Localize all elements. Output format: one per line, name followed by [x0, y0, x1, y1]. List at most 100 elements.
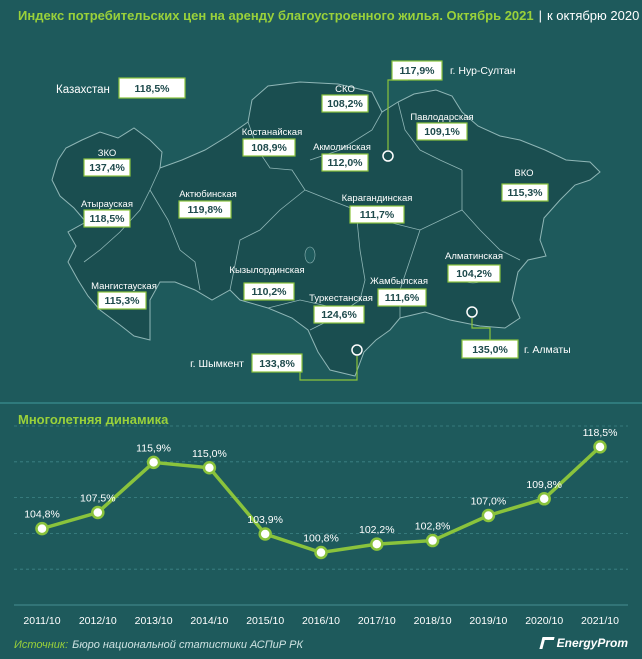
- region-box-kyzylorda: [243, 282, 295, 301]
- city-value-nursultan: 117,9%: [399, 65, 435, 77]
- region-label-sko: СКО: [335, 84, 355, 95]
- region-label-zhambyl: Жамбылская: [370, 276, 428, 287]
- chart-points: [35, 440, 607, 560]
- country-label: Казахстан: [56, 84, 110, 96]
- city-box-nursultan: [391, 60, 443, 81]
- region-value-mangistau: 115,3%: [104, 295, 140, 307]
- x-tick-label: 2019/10: [469, 615, 507, 627]
- shymkent-marker: [351, 344, 363, 356]
- x-tick-label: 2011/10: [23, 615, 60, 627]
- energyprom-logo: EnergyProm: [539, 636, 628, 650]
- region-value-zhambyl: 111,6%: [385, 292, 420, 304]
- x-tick-label: 2013/10: [135, 615, 173, 627]
- city-label-nursultan: г. Нур-Султан: [450, 65, 516, 77]
- region-box-vko: [501, 183, 549, 202]
- region-label-turkestan: Туркестанская: [309, 293, 373, 304]
- data-point: [146, 455, 161, 470]
- region-box-aktobe: [178, 200, 232, 219]
- chart-data-labels: 104,8% 107,5% 115,9% 115,0% 103,9% 100,8% 102,…: [24, 427, 617, 545]
- footer: Источник: Бюро национальной статистики А…: [0, 631, 642, 659]
- data-label: 118,5%: [583, 427, 618, 439]
- region-value-zko: 137,4%: [89, 162, 125, 174]
- region-value-vko: 115,3%: [507, 187, 543, 199]
- data-label: 115,0%: [192, 448, 227, 460]
- data-label: 103,9%: [247, 514, 283, 526]
- almaty-marker: [466, 306, 478, 318]
- region-box-akmola: [321, 153, 369, 172]
- data-label: 104,8%: [24, 509, 60, 521]
- region-box-mangistau: [97, 291, 147, 310]
- region-value-akmola: 112,0%: [327, 157, 363, 169]
- region-box-almaty-obl: [447, 264, 501, 283]
- data-label: 107,0%: [471, 496, 507, 508]
- aral-sea: [304, 246, 316, 264]
- region-label-kostanay: Костанайская: [242, 127, 302, 138]
- country-value: 118,5%: [134, 83, 170, 95]
- city-value-almaty: 135,0%: [472, 344, 508, 356]
- chart-title: Индекс потребительских цен на аренду бла…: [18, 7, 534, 23]
- data-label: 107,5%: [80, 493, 116, 505]
- city-label-shymkent: г. Шымкент: [190, 358, 244, 370]
- region-box-sko: [321, 94, 369, 113]
- city-value-shymkent: 133,8%: [259, 358, 295, 370]
- region-box-zko: [83, 158, 131, 177]
- logo-text: EnergyProm: [556, 636, 628, 650]
- kazakhstan-map: Казахстан 118,5% ЗКО 137,4% Атырауская 1…: [0, 30, 642, 398]
- region-box-zhambyl: [377, 288, 427, 307]
- x-tick-label: 2018/10: [414, 615, 452, 627]
- region-label-akmola: Акмолинская: [313, 142, 371, 153]
- region-value-kostanay: 108,9%: [251, 142, 287, 154]
- region-label-pavlodar: Павлодарская: [410, 112, 473, 123]
- source-label: Источник:: [14, 639, 69, 651]
- section-divider: [0, 402, 642, 404]
- x-tick-label: 2012/10: [79, 615, 117, 627]
- region-box-atyrau: [83, 209, 131, 228]
- region-value-sko: 108,2%: [327, 98, 363, 110]
- data-label: 102,2%: [359, 524, 395, 536]
- chart-grid: [14, 425, 628, 606]
- country-shape: [51, 81, 601, 377]
- region-value-aktobe: 119,8%: [187, 204, 223, 216]
- x-tick-label: 2020/10: [525, 615, 563, 627]
- nursultan-marker: [382, 150, 394, 162]
- data-point: [35, 521, 49, 536]
- region-label-almaty-obl: Алматинская: [445, 251, 503, 262]
- data-point: [425, 533, 440, 548]
- region-value-almaty-obl: 104,2%: [456, 268, 492, 280]
- source-text: Бюро национальной статистики АСПиР РК: [72, 639, 304, 651]
- data-point: [537, 492, 551, 506]
- region-value-kyzylorda: 110,2%: [251, 286, 287, 298]
- title-separator: |: [538, 7, 542, 23]
- data-point: [370, 537, 384, 551]
- region-label-mangistau: Мангистауская: [91, 281, 157, 292]
- data-point: [91, 505, 105, 520]
- region-label-zko: ЗКО: [98, 148, 117, 159]
- x-tick-label: 2017/10: [358, 615, 396, 627]
- data-point: [481, 508, 496, 523]
- city-box-shymkent: [251, 353, 303, 373]
- region-label-kyzylorda: Кызылординская: [229, 265, 304, 276]
- region-value-atyrau: 118,5%: [89, 213, 125, 225]
- data-label: 100,8%: [303, 532, 339, 544]
- data-label: 115,9%: [136, 442, 171, 454]
- region-label-atyrau: Атырауская: [81, 199, 133, 210]
- region-box-pavlodar: [416, 122, 468, 141]
- data-label: 102,8%: [415, 521, 451, 533]
- country-value-box: [118, 77, 186, 99]
- data-point: [314, 545, 328, 560]
- x-tick-label: 2021/10: [581, 615, 619, 627]
- region-value-karaganda: 111,7%: [360, 209, 395, 221]
- region-box-kostanay: [242, 138, 296, 157]
- region-value-pavlodar: 109,1%: [424, 126, 460, 138]
- x-tick-label: 2015/10: [246, 615, 284, 627]
- x-tick-label: 2016/10: [302, 615, 340, 627]
- region-box-turkestan: [313, 305, 365, 324]
- region-label-karaganda: Карагандинская: [342, 193, 413, 204]
- chart-x-ticks: 2011/10 2012/10 2013/10 2014/10 2015/10 2016/…: [23, 615, 619, 627]
- city-box-almaty: [461, 339, 519, 359]
- data-point: [258, 527, 272, 541]
- header: Индекс потребительских цен на аренду бла…: [0, 0, 642, 30]
- city-label-almaty: г. Алматы: [524, 344, 571, 356]
- x-tick-label: 2014/10: [190, 615, 228, 627]
- map-svg: Казахстан 118,5% ЗКО 137,4% Атырауская 1…: [51, 60, 601, 381]
